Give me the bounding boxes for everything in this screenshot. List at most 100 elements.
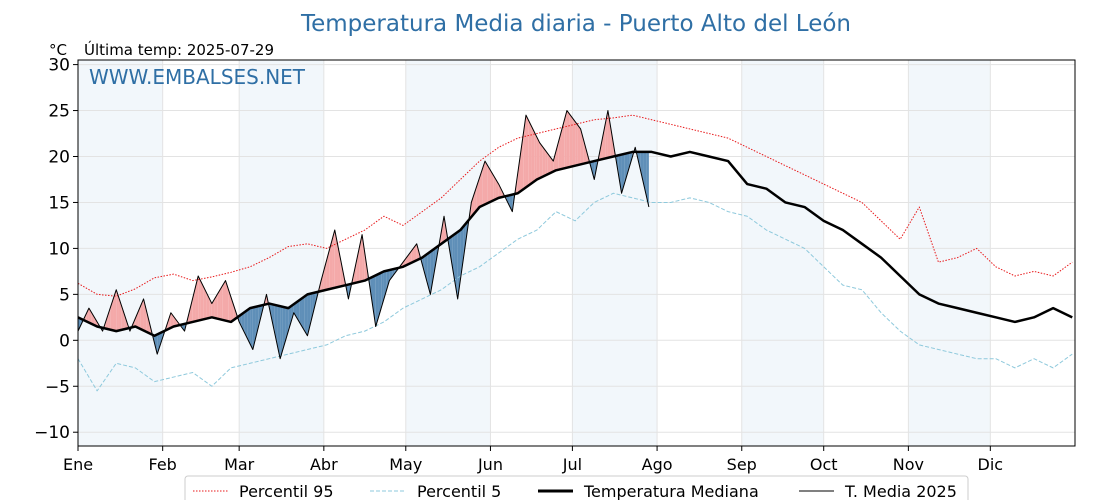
legend-box — [184, 475, 969, 500]
month-band — [908, 60, 991, 446]
warm-anomaly-fill — [569, 114, 573, 168]
cold-anomaly-fill — [291, 304, 294, 322]
warm-anomaly-fill — [116, 289, 119, 332]
x-tick-label: Sep — [727, 455, 757, 474]
warm-anomaly-fill — [321, 270, 324, 292]
warm-anomaly-fill — [498, 184, 502, 198]
warm-anomaly-fill — [482, 161, 485, 206]
warm-anomaly-fill — [146, 309, 150, 334]
cold-anomaly-fill — [392, 268, 395, 277]
warm-anomaly-fill — [556, 140, 559, 171]
subtitle: Última temp: 2025-07-29 — [84, 40, 274, 59]
warm-anomaly-fill — [572, 117, 576, 167]
y-tick-label: 0 — [59, 331, 70, 351]
legend-median-label: Temperatura Mediana — [583, 482, 759, 500]
cold-anomaly-fill — [247, 308, 251, 344]
x-tick-label: May — [389, 455, 422, 474]
warm-anomaly-fill — [86, 308, 89, 323]
warm-anomaly-fill — [203, 287, 207, 320]
y-axis-ticks: −10 −5 0 5 10 15 20 25 30 — [34, 56, 78, 443]
cold-anomaly-fill — [288, 306, 292, 332]
cold-anomaly-fill — [427, 251, 431, 295]
month-band — [572, 60, 658, 446]
warm-anomaly-fill — [206, 292, 210, 319]
warm-anomaly-fill — [539, 142, 543, 179]
warm-anomaly-fill — [353, 260, 357, 284]
y-tick-label: −10 — [34, 423, 70, 443]
warm-anomaly-fill — [517, 153, 521, 194]
series-lines — [77, 110, 1073, 392]
legend-p95-label: Percentil 95 — [239, 482, 334, 500]
x-tick-label: Jun — [477, 455, 503, 474]
month-bands — [78, 60, 991, 446]
plot-frame — [77, 59, 1076, 447]
warm-anomaly-fill — [523, 115, 526, 190]
cold-anomaly-fill — [250, 307, 253, 350]
warm-anomaly-fill — [495, 179, 499, 200]
cold-anomaly-fill — [301, 296, 305, 332]
warm-anomaly-fill — [525, 115, 529, 188]
warm-anomaly-fill — [113, 289, 117, 332]
y-tick-label: 30 — [48, 56, 70, 76]
x-tick-label: Ene — [63, 455, 93, 474]
warm-anomaly-fill — [121, 306, 125, 330]
cold-anomaly-fill — [312, 292, 316, 314]
x-tick-label: Jul — [562, 455, 582, 474]
current-year-line — [77, 110, 650, 360]
cold-anomaly-fill — [618, 154, 622, 194]
warm-anomaly-fill — [189, 298, 193, 323]
warm-anomaly-fill — [118, 298, 122, 331]
warm-anomaly-fill — [195, 275, 199, 322]
y-tick-label: −5 — [45, 377, 70, 397]
cold-anomaly-fill — [449, 235, 453, 266]
cold-anomaly-fill — [386, 270, 390, 290]
warm-anomaly-fill — [110, 298, 114, 331]
x-tick-label: Feb — [149, 455, 177, 474]
cold-anomaly-fill — [454, 231, 458, 299]
warm-anomaly-fill — [411, 247, 414, 263]
cold-anomaly-fill — [154, 334, 158, 355]
cold-anomaly-fill — [280, 306, 283, 359]
cold-anomaly-fill — [304, 294, 308, 336]
warm-anomaly-fill — [528, 120, 532, 186]
warm-anomaly-fill — [356, 247, 360, 283]
warm-anomaly-fill — [170, 312, 174, 328]
warm-anomaly-fill — [135, 311, 139, 328]
x-axis-ticks: Ene Feb Mar Abr May Jun Jul Ago Sep Oct Nov Dic — [63, 446, 1003, 474]
cold-anomaly-fill — [375, 274, 379, 327]
cold-anomaly-fill — [277, 305, 281, 359]
warm-anomaly-fill — [577, 125, 581, 166]
warm-anomaly-fill — [561, 120, 565, 169]
warm-anomaly-fill — [566, 110, 570, 168]
cold-anomaly-fill — [299, 298, 302, 327]
cold-anomaly-fill — [157, 333, 160, 355]
warm-anomaly-fill — [536, 137, 540, 180]
warm-anomaly-fill — [484, 161, 488, 205]
warm-anomaly-fill — [487, 165, 491, 204]
warm-anomaly-fill — [200, 281, 204, 320]
cold-anomaly-fill — [296, 300, 300, 322]
y-tick-label: 25 — [48, 102, 70, 122]
warm-anomaly-fill — [490, 170, 494, 202]
cold-anomaly-fill — [381, 271, 384, 309]
p5-line — [77, 192, 1073, 392]
warm-anomaly-fill — [441, 216, 445, 244]
warm-anomaly-fill — [225, 280, 229, 322]
cold-anomaly-fill — [430, 249, 434, 295]
warm-anomaly-fill — [471, 194, 475, 217]
cold-anomaly-fill — [373, 275, 376, 327]
warm-anomaly-fill — [222, 280, 226, 321]
cold-anomaly-fill — [463, 223, 466, 261]
warm-anomaly-fill — [211, 298, 215, 318]
warm-anomaly-fill — [91, 312, 95, 326]
warm-anomaly-fill — [228, 288, 231, 322]
x-tick-label: Oct — [810, 455, 838, 474]
warm-anomaly-fill — [558, 130, 562, 170]
warm-anomaly-fill — [542, 146, 546, 177]
cold-anomaly-fill — [627, 152, 630, 175]
y-tick-label: 20 — [48, 148, 70, 168]
cold-anomaly-fill — [258, 305, 262, 328]
cold-anomaly-fill — [271, 304, 275, 333]
warm-anomaly-fill — [564, 110, 567, 169]
